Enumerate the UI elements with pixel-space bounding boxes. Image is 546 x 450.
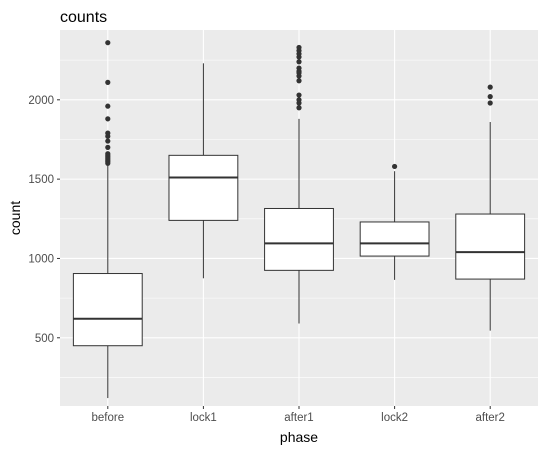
box [264, 207, 334, 271]
x-tick-label: after1 [284, 412, 313, 424]
outlier-point [296, 97, 302, 103]
boxplot-after2 [455, 84, 526, 331]
y-tick-label: 1500 [28, 174, 54, 186]
y-axis: 500 1000 1500 2000 [28, 95, 60, 345]
outlier-point [296, 59, 302, 65]
y-tick-label: 500 [35, 333, 54, 345]
boxplot-before [72, 40, 143, 399]
box [455, 213, 526, 280]
outlier-point [105, 79, 111, 85]
box [168, 154, 239, 221]
y-axis-label: count [7, 201, 23, 235]
boxplot-lock1 [168, 63, 239, 279]
outlier-point [296, 92, 302, 98]
boxplots [72, 40, 526, 399]
x-tick-label: lock2 [381, 412, 408, 424]
outlier-point [105, 103, 111, 109]
outlier-point [105, 138, 111, 144]
outlier-point [487, 84, 493, 90]
outlier-point [487, 100, 493, 106]
y-tick-label: 1000 [28, 253, 54, 265]
x-tick-label: before [91, 412, 124, 424]
outlier-point [296, 65, 302, 71]
outlier-point [296, 78, 302, 84]
outlier-point [296, 44, 302, 51]
outlier-point [296, 105, 302, 111]
x-axis-label: phase [280, 429, 318, 445]
outlier-point [105, 151, 111, 157]
x-tick-label: after2 [475, 412, 504, 424]
outlier-point [105, 116, 111, 122]
chart-title: counts [60, 9, 107, 26]
outlier-point [105, 130, 111, 136]
outlier-point [487, 94, 493, 100]
x-tick-label: lock1 [190, 412, 217, 424]
x-axis: before lock1 after1 lock2 after2 [91, 406, 505, 424]
y-tick-label: 2000 [28, 95, 54, 107]
outlier-point [105, 144, 111, 151]
boxplot-lock2 [359, 163, 430, 280]
box [72, 273, 143, 347]
outlier-point [105, 40, 111, 46]
box [359, 221, 430, 257]
outlier-point [392, 163, 398, 170]
boxplot-after1 [264, 44, 334, 324]
